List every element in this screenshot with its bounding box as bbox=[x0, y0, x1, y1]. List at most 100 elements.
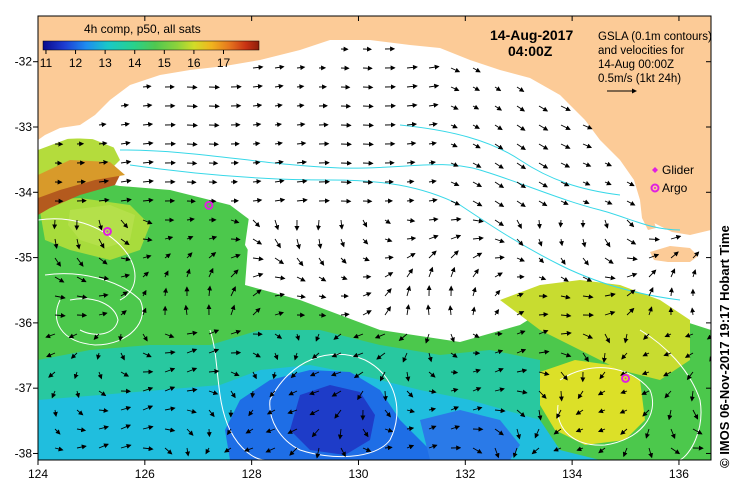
velocity-arrow bbox=[604, 238, 611, 248]
velocity-arrow bbox=[252, 289, 262, 297]
velocity-arrow bbox=[560, 143, 571, 149]
colorbar-tick-label: 16 bbox=[187, 56, 201, 70]
velocity-arrow bbox=[252, 371, 257, 380]
velocity-arrow bbox=[667, 409, 673, 421]
velocity-arrow bbox=[120, 178, 132, 184]
velocity-arrow bbox=[274, 141, 283, 147]
velocity-arrow bbox=[598, 447, 606, 454]
velocity-arrow bbox=[450, 67, 461, 73]
velocity-arrow bbox=[715, 87, 723, 91]
velocity-arrow bbox=[427, 352, 433, 363]
velocity-arrow bbox=[93, 333, 100, 340]
velocity-arrow bbox=[534, 428, 540, 439]
map-time: 04:00Z bbox=[508, 43, 553, 59]
velocity-arrow bbox=[538, 371, 550, 376]
velocity-arrow bbox=[337, 428, 343, 440]
argo-float-marker[interactable] bbox=[102, 226, 112, 236]
velocity-arrow bbox=[142, 197, 154, 203]
velocity-arrow bbox=[604, 161, 612, 167]
velocity-arrow bbox=[142, 425, 154, 430]
argo-float-marker[interactable] bbox=[621, 373, 631, 383]
velocity-arrow bbox=[620, 389, 628, 395]
velocity-arrow bbox=[54, 294, 66, 300]
velocity-arrow bbox=[494, 349, 504, 355]
velocity-arrow bbox=[603, 219, 609, 229]
velocity-arrow bbox=[626, 238, 637, 245]
velocity-arrow bbox=[663, 371, 672, 377]
velocity-arrow bbox=[293, 352, 299, 361]
velocity-arrow bbox=[230, 371, 240, 377]
velocity-arrow bbox=[120, 238, 130, 246]
velocity-arrow bbox=[98, 141, 108, 147]
velocity-arrow bbox=[274, 219, 280, 231]
argo-icon-dot bbox=[654, 187, 656, 189]
x-tick-label: 132 bbox=[455, 467, 475, 481]
velocity-arrow bbox=[581, 238, 587, 248]
velocity-arrow bbox=[185, 447, 191, 457]
velocity-arrow bbox=[334, 409, 342, 419]
contour-white-loop bbox=[269, 353, 398, 457]
legend-line-4: 0.5m/s (1kt 24h) bbox=[598, 73, 681, 85]
velocity-arrow bbox=[428, 389, 437, 394]
velocity-arrow bbox=[54, 257, 61, 267]
velocity-arrow bbox=[406, 160, 416, 166]
velocity-arrow bbox=[362, 447, 372, 452]
velocity-arrow bbox=[315, 447, 321, 459]
velocity-arrow bbox=[406, 121, 418, 127]
contour-cyan-north bbox=[119, 149, 681, 231]
velocity-arrow bbox=[472, 181, 483, 188]
colorbar-tick-label: 13 bbox=[98, 56, 112, 70]
velocity-arrow bbox=[265, 428, 276, 434]
velocity-arrow bbox=[424, 333, 430, 344]
velocity-arrow bbox=[186, 252, 193, 259]
velocity-arrow bbox=[715, 49, 721, 52]
velocity-arrow bbox=[120, 103, 130, 109]
velocity-arrow bbox=[248, 409, 254, 417]
velocity-arrow bbox=[357, 390, 364, 401]
velocity-arrow bbox=[560, 181, 570, 187]
velocity-arrow bbox=[362, 428, 369, 438]
velocity-arrow bbox=[164, 333, 175, 339]
velocity-arrow bbox=[340, 275, 348, 281]
velocity-arrow bbox=[76, 257, 84, 267]
velocity-arrow bbox=[560, 352, 572, 358]
velocity-arrow bbox=[331, 352, 342, 358]
velocity-arrow bbox=[715, 201, 723, 205]
velocity-arrow bbox=[450, 216, 462, 222]
velocity-arrow bbox=[575, 427, 584, 433]
x-tick-label: 134 bbox=[562, 467, 582, 481]
velocity-arrow bbox=[428, 160, 436, 166]
velocity-arrow bbox=[620, 428, 628, 435]
legend-line-3: 14-Aug 00:00Z bbox=[598, 59, 674, 71]
velocity-arrow bbox=[642, 409, 650, 417]
velocity-arrow bbox=[340, 257, 347, 264]
velocity-arrow bbox=[538, 312, 549, 318]
velocity-arrow bbox=[98, 425, 109, 431]
velocity-arrow bbox=[406, 253, 416, 259]
velocity-arrow bbox=[54, 446, 64, 452]
velocity-arrow bbox=[428, 197, 438, 203]
velocity-arrow bbox=[472, 104, 480, 110]
velocity-arrow bbox=[516, 428, 521, 440]
velocity-arrow bbox=[582, 352, 589, 362]
velocity-arrow bbox=[516, 409, 526, 418]
velocity-arrow bbox=[230, 304, 236, 316]
velocity-arrow bbox=[296, 122, 306, 128]
velocity-arrow bbox=[516, 330, 526, 335]
velocity-arrow bbox=[516, 311, 525, 316]
velocity-arrow bbox=[450, 86, 460, 92]
velocity-arrow bbox=[516, 368, 528, 374]
sst-yellow-southeast bbox=[540, 360, 645, 445]
velocity-arrow bbox=[494, 238, 505, 244]
velocity-arrow bbox=[141, 289, 147, 297]
velocity-arrow bbox=[537, 238, 543, 247]
velocity-arrow bbox=[471, 306, 477, 316]
argo-float-marker[interactable] bbox=[204, 200, 214, 210]
velocity-arrow bbox=[164, 350, 176, 356]
velocity-arrow bbox=[142, 271, 149, 278]
velocity-arrow bbox=[692, 428, 703, 435]
velocity-arrow bbox=[98, 159, 109, 165]
velocity-arrow bbox=[384, 237, 393, 243]
velocity-arrow bbox=[309, 390, 320, 396]
contour-white-west2 bbox=[69, 298, 119, 335]
